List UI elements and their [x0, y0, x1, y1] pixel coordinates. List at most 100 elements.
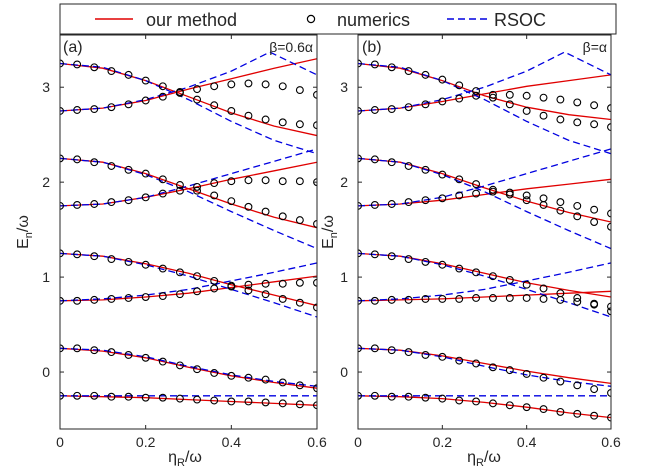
panel-a-numerics-point [295, 381, 304, 390]
panel-b-numerics-point [370, 155, 379, 164]
panel-a-numerics-point [193, 182, 202, 191]
panel-a-numerics-point [90, 295, 99, 304]
panel-a-numerics-point [295, 120, 304, 129]
panel-b-numerics-point [387, 200, 396, 208]
panel-b-numerics-point [556, 289, 565, 298]
panel-b-ytick-label: 3 [340, 79, 348, 95]
panel-a-numerics-point [73, 296, 82, 305]
panel-a-numerics-point [141, 96, 150, 105]
panel-b-numerics-point [370, 391, 379, 400]
panel-a-numerics-point [295, 298, 304, 307]
panel-a-numerics-point [73, 344, 82, 353]
panel-b-our-method-line [358, 178, 611, 207]
panel-b-numerics-point [522, 294, 531, 302]
panel-b-xtick-label: 0.4 [517, 434, 537, 450]
panel-b-numerics-point [573, 409, 582, 418]
legend: our method numerics RSOC [59, 3, 617, 35]
panel-b-numerics-point [472, 180, 481, 189]
panel-b-numerics-point [455, 396, 464, 405]
panel-a-our-method-line [60, 58, 317, 112]
panel-a-numerics-point [278, 279, 287, 288]
panel-b-ytick-label: 1 [340, 269, 348, 285]
panel-b-numerics-point [488, 185, 497, 194]
panel-b-ylabel: En/ω [320, 215, 340, 249]
panel-b-xlabel: ηR/ω [467, 449, 501, 469]
panel-a-numerics-point [175, 361, 184, 370]
panel-a-numerics-point [244, 202, 253, 211]
panel-a-our-method-line [60, 62, 317, 137]
panel-b-numerics-point [387, 346, 396, 355]
panel-b-numerics-point [387, 105, 396, 114]
panel-a-frame [59, 34, 318, 430]
panel-b-numerics-point [522, 196, 531, 205]
panel-b-ticks: 0 0.2 0.4 0.6 0 1 2 3 [340, 35, 621, 450]
panel-a-numerics-point [60, 296, 64, 305]
panel-b-numerics-point [488, 294, 497, 302]
panel-b-numerics-point [387, 392, 396, 401]
panel-b-numerics-point [421, 165, 430, 174]
panel-b-numerics-point [370, 106, 379, 114]
panel-a-numerics-point [90, 252, 99, 261]
panel-a-numerics-point [210, 101, 219, 110]
panel-b-numerics-point [404, 198, 413, 207]
panel-b-label: (b) [362, 39, 382, 56]
panel-a-numerics-point [90, 105, 99, 114]
panel-a-numerics-point [295, 177, 304, 186]
panel-a-numerics-point [261, 290, 270, 299]
panel-a-numerics-point [261, 207, 270, 216]
panel-b-numerics-point [556, 198, 565, 207]
panel-a-numerics-point [244, 373, 253, 382]
panel-a-ytick-label: 3 [42, 79, 50, 95]
panel-a-numerics-point [60, 249, 64, 258]
panel-a-numerics-point [278, 212, 287, 221]
panel-b-numerics-point [590, 205, 599, 214]
panel-a-numerics-point [124, 165, 133, 174]
panel-a-plot-area [60, 35, 317, 429]
legend-label-rsoc: RSOC [494, 10, 546, 30]
panel-a-numerics-point [107, 255, 116, 264]
panel-a-numerics-point [107, 392, 116, 401]
panel-b-numerics-point [455, 294, 464, 303]
panel-a-numerics-point [141, 293, 150, 301]
panel-a-numerics-point [313, 219, 317, 228]
panel-a-numerics-point [227, 197, 236, 206]
panel-a-numerics-point [158, 189, 167, 198]
panel-a-numerics-point [175, 181, 184, 189]
panel-a-numerics-point [90, 63, 99, 72]
panel-b-numerics-point [539, 284, 548, 293]
panel-a-numerics-point [124, 257, 133, 266]
panel-b-annotation: β=α [583, 39, 607, 55]
panel-a-numerics-point [90, 158, 99, 167]
panel-a-numerics-point [227, 177, 236, 186]
panel-a-numerics-point [60, 344, 64, 353]
panel-a-numerics-point [60, 154, 64, 163]
panel-a-numerics-point [210, 82, 219, 91]
panel-a-numerics-point [73, 106, 82, 114]
panel-b-curves [358, 51, 611, 422]
panel-b-numerics-point [505, 294, 514, 302]
panel-a-numerics-point [227, 397, 236, 406]
panel-a-numerics-point [124, 70, 133, 79]
panel-a-numerics-point [141, 393, 150, 402]
panel-b-numerics-point [472, 359, 481, 368]
panel-a-numerics-point [278, 294, 287, 303]
panel-a-numerics-point [313, 121, 317, 130]
panel-b-numerics-point [556, 206, 565, 215]
panel-a-numerics-point [278, 177, 287, 186]
panel-a-numerics-point [261, 80, 270, 89]
panel-a-annotation: β=0.6α [269, 39, 313, 55]
panel-a-numerics-point [107, 67, 116, 76]
panel-a: 0 0.2 0.4 0.6 0 1 2 3 (a) β=0.6α ηR/ω En/ω [15, 34, 327, 469]
panel-a-numerics-point [141, 193, 150, 202]
panel-a-rsoc-line [60, 62, 317, 155]
panel-a-numerics-point [107, 103, 116, 112]
panel-b-numerics-point [505, 190, 514, 199]
panel-b-rsoc-line [358, 347, 611, 387]
panel-a-numerics-point [244, 286, 253, 295]
panel-b-numerics-point [539, 111, 548, 120]
panel-a-our-method-line [60, 275, 317, 302]
panel-a-numerics-point [141, 353, 150, 362]
panel-b-numerics-point [505, 275, 514, 284]
panel-a-xlabel: ηR/ω [168, 449, 202, 469]
